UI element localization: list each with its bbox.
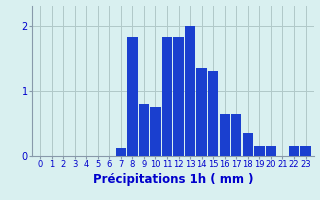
Bar	[173, 37, 184, 156]
Bar	[300, 146, 311, 156]
X-axis label: Précipitations 1h ( mm ): Précipitations 1h ( mm )	[92, 173, 253, 186]
Bar	[220, 114, 230, 156]
Bar	[208, 71, 218, 156]
Bar	[127, 37, 138, 156]
Bar	[243, 133, 253, 156]
Bar	[231, 114, 242, 156]
Bar	[139, 104, 149, 156]
Bar	[116, 148, 126, 156]
Bar	[196, 68, 207, 156]
Bar	[254, 146, 265, 156]
Bar	[162, 37, 172, 156]
Bar	[150, 107, 161, 156]
Bar	[289, 146, 299, 156]
Bar	[266, 146, 276, 156]
Bar	[185, 26, 195, 156]
